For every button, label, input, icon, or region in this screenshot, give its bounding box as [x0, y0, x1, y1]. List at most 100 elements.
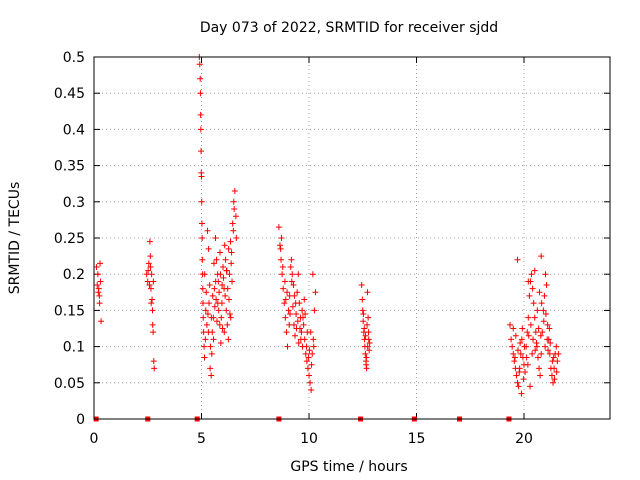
data-point: [555, 350, 562, 357]
data-point: [148, 271, 155, 278]
data-point: [534, 354, 541, 361]
data-point: [363, 354, 370, 361]
data-point: [216, 321, 223, 328]
y-tick-label: 0.45: [54, 86, 85, 102]
data-point: [211, 285, 218, 292]
data-point: [549, 358, 556, 365]
data-point: [538, 300, 545, 307]
data-point: [211, 303, 218, 310]
data-point: [542, 343, 549, 350]
data-point: [523, 354, 530, 361]
data-point: [534, 307, 541, 314]
data-point: [208, 314, 215, 321]
x-axis-ticks: 0 5 10 15 20: [90, 57, 533, 447]
data-point: [203, 321, 210, 328]
data-point: [146, 238, 153, 245]
data-point: [302, 311, 309, 318]
data-point: [149, 321, 156, 328]
data-point: [365, 336, 372, 343]
data-point: [309, 350, 316, 357]
data-point: [94, 282, 101, 289]
data-point: [93, 263, 100, 270]
data-point: [228, 249, 235, 256]
data-point: [150, 278, 157, 285]
data-point: [518, 390, 525, 397]
data-point: [366, 339, 373, 346]
data-point: [548, 372, 555, 379]
data-point: [541, 292, 548, 299]
data-point: [222, 292, 229, 299]
data-point: [284, 343, 291, 350]
y-tick-label: 0.3: [63, 195, 85, 211]
data-point: [204, 311, 211, 318]
data-point: [302, 350, 309, 357]
data-point: [517, 339, 524, 346]
y-tick-label: 0.4: [63, 122, 85, 138]
data-point: [299, 314, 306, 321]
data-point: [210, 260, 217, 267]
data-point: [550, 379, 557, 386]
data-point: [148, 300, 155, 307]
x-tick-label: 5: [197, 431, 206, 447]
data-point: [310, 343, 317, 350]
data-point: [219, 282, 226, 289]
data-point: [292, 300, 299, 307]
data-point: [94, 271, 101, 278]
data-point: [282, 296, 289, 303]
x-axis-label: GPS time / hours: [290, 459, 407, 475]
data-point: [304, 329, 311, 336]
data-point: [229, 278, 236, 285]
data-point: [508, 336, 515, 343]
data-point: [553, 368, 560, 375]
data-points: [93, 54, 562, 422]
data-point: [199, 235, 206, 241]
data-point: [509, 343, 516, 350]
data-point: [544, 321, 551, 328]
data-point: [288, 256, 295, 263]
data-point: [224, 321, 231, 328]
plot-frame: [93, 56, 611, 420]
data-point: [213, 296, 220, 303]
data-point: [539, 329, 546, 336]
data-point: [279, 271, 286, 278]
y-axis-ticks: 0 0.05 0.1 0.15 0.2 0.25 0.3 0.35 0.4 0.45 0.5: [54, 50, 610, 428]
data-point: [277, 245, 284, 252]
data-point: [529, 350, 536, 357]
y-tick-label: 0.05: [54, 376, 85, 392]
data-point: [308, 387, 315, 394]
data-point: [226, 296, 233, 303]
data-point: [551, 365, 558, 372]
data-point: [519, 325, 526, 332]
data-point: [208, 350, 215, 357]
data-point: [532, 347, 539, 354]
data-point: [546, 325, 553, 332]
data-point: [517, 350, 524, 357]
data-point: [545, 347, 552, 354]
data-point: [528, 271, 535, 278]
data-point: [514, 379, 521, 386]
data-point: [542, 311, 549, 318]
data-point: [285, 307, 292, 314]
data-point: [536, 289, 543, 296]
data-point: [307, 379, 314, 386]
data-point: [540, 307, 547, 314]
data-point: [282, 314, 289, 321]
data-point: [146, 282, 153, 289]
data-point: [220, 274, 227, 281]
data-point: [280, 285, 287, 292]
x-tick-label: 20: [515, 431, 533, 447]
data-point: [281, 300, 288, 307]
data-point: [544, 336, 551, 343]
data-point: [295, 339, 302, 346]
data-point: [147, 263, 154, 270]
y-tick-label: 0: [76, 412, 85, 428]
data-point: [362, 350, 369, 357]
data-point: [289, 303, 296, 310]
data-point: [538, 350, 545, 357]
data-point: [518, 336, 525, 343]
data-point: [363, 361, 370, 368]
data-point: [297, 336, 304, 343]
data-point: [197, 75, 204, 82]
data-point: [310, 336, 317, 343]
data-point: [202, 307, 209, 314]
